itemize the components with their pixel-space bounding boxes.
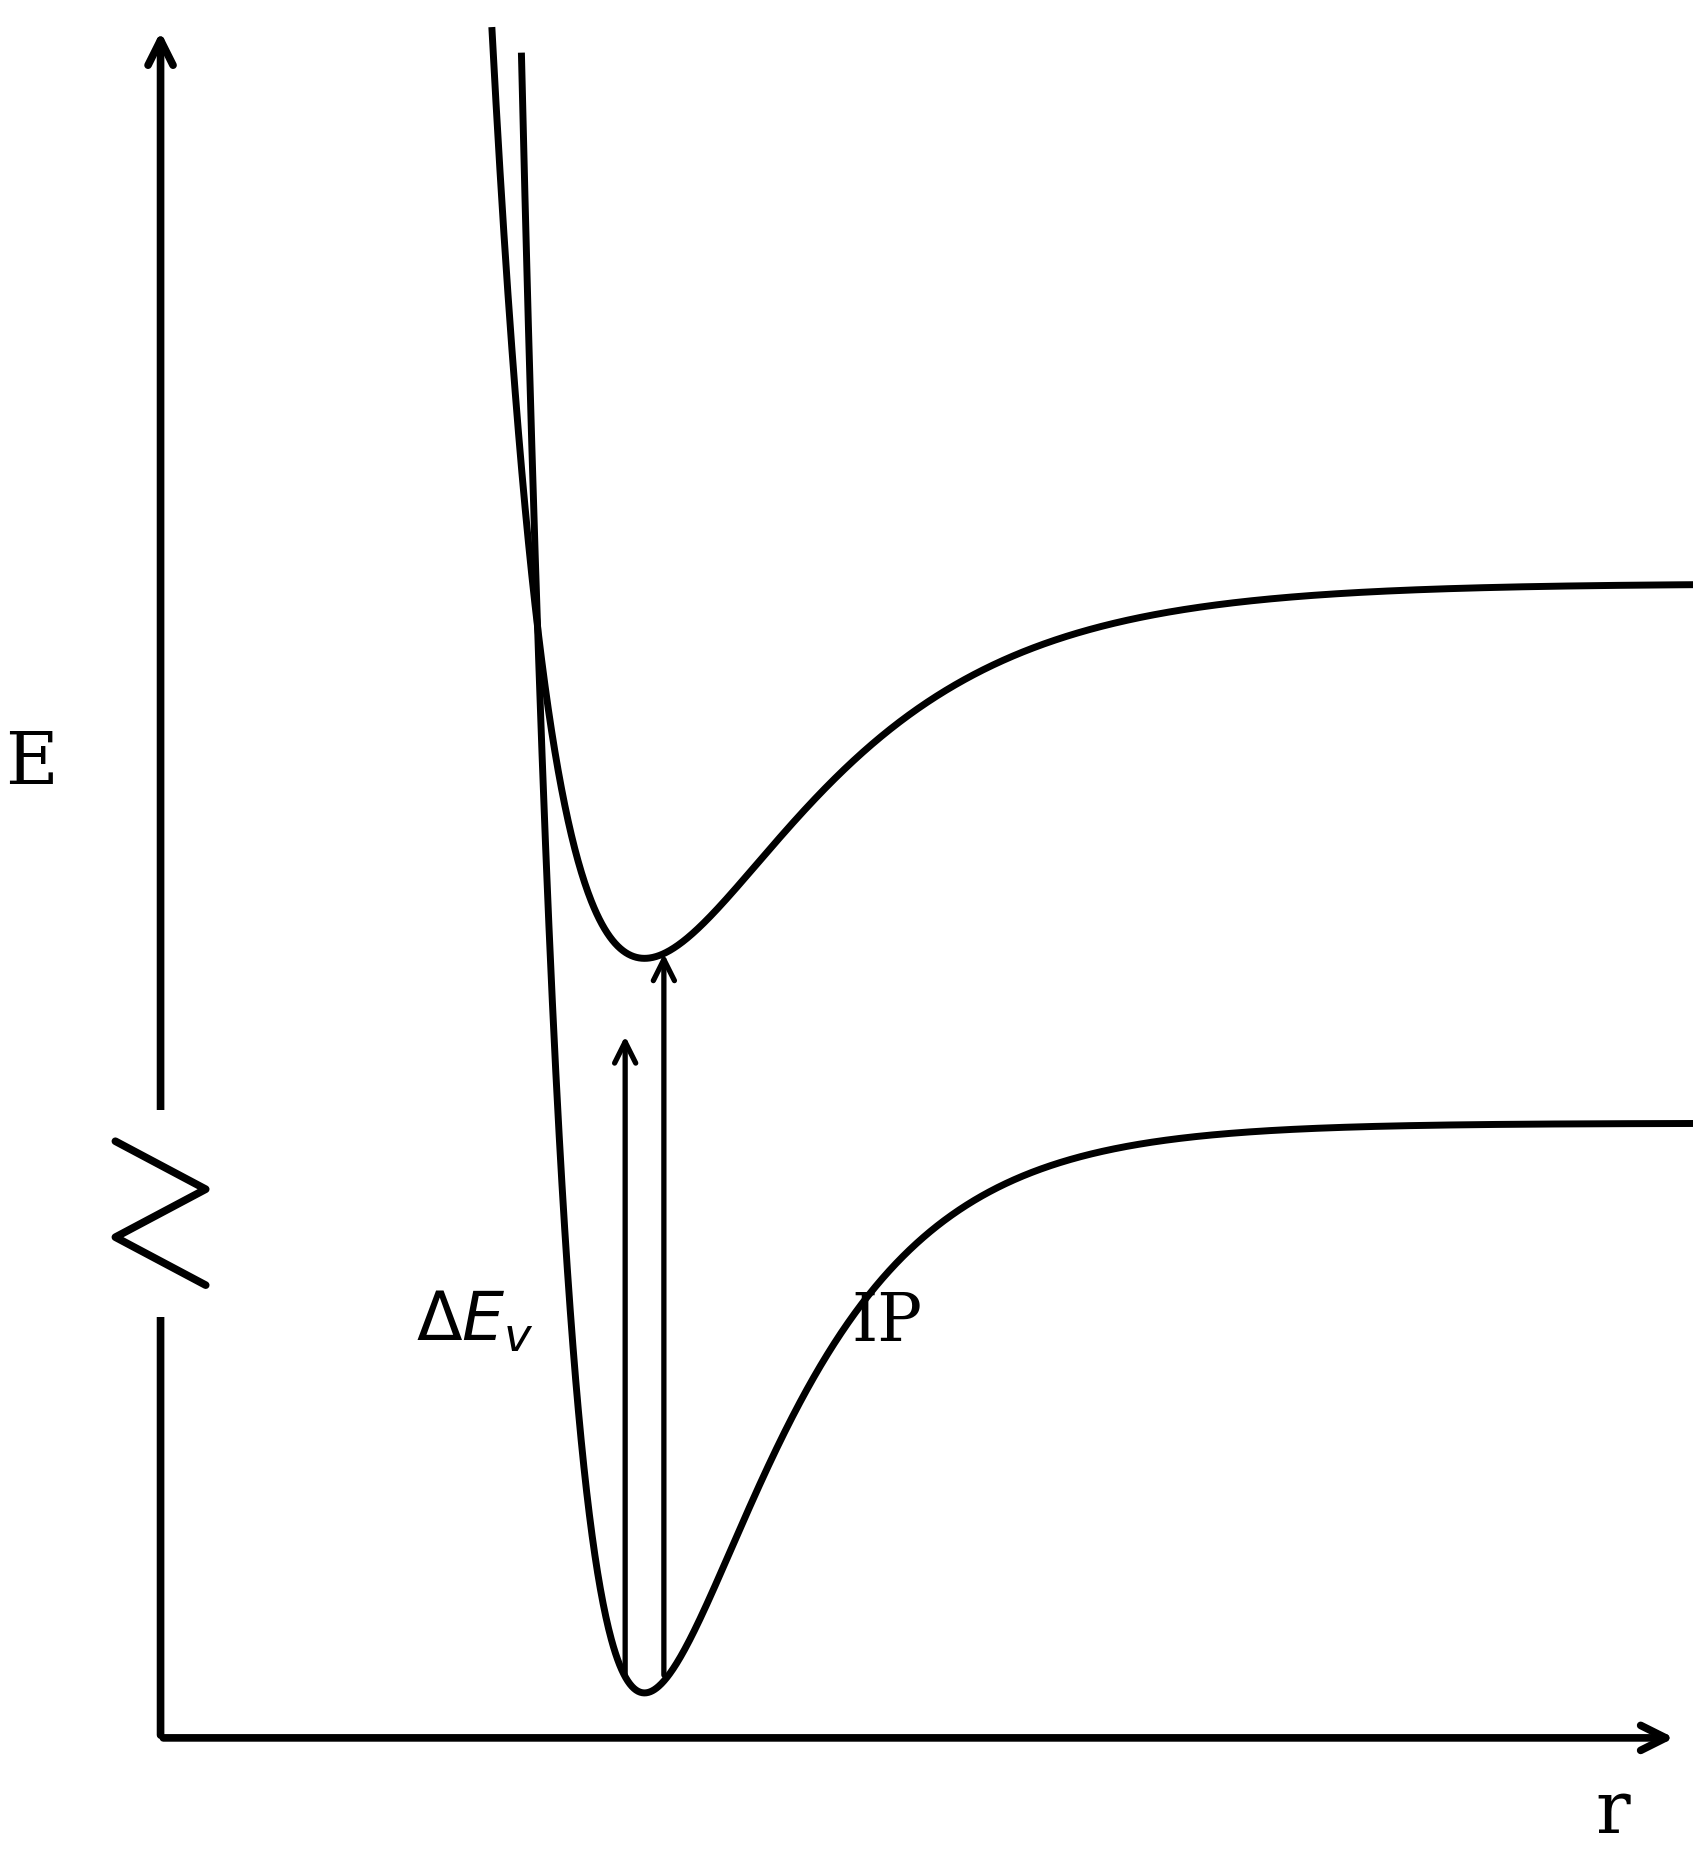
Text: r: r [1594, 1778, 1630, 1849]
Text: IP: IP [852, 1289, 922, 1354]
Text: $\Delta E_v$: $\Delta E_v$ [417, 1289, 534, 1354]
Text: E: E [5, 728, 58, 799]
